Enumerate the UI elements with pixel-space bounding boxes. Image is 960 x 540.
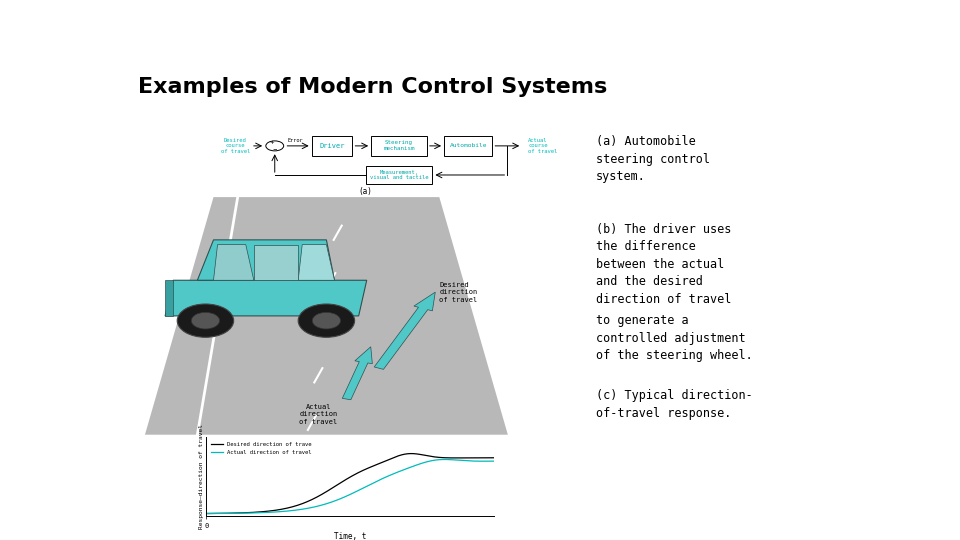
Text: Actual
course
of travel: Actual course of travel — [528, 138, 558, 154]
Actual direction of travel — [382, 473, 394, 480]
Actual direction of travel — [489, 458, 500, 464]
Actual direction of travel — [295, 507, 306, 513]
Text: (a): (a) — [359, 187, 372, 196]
Text: Desired
course
of travel: Desired course of travel — [221, 138, 250, 154]
Text: (c): (c) — [385, 463, 398, 472]
Desired direction of trave — [315, 492, 326, 498]
Line: Desired direction of trave: Desired direction of trave — [206, 454, 494, 514]
Actual direction of travel — [315, 502, 326, 509]
Line: Actual direction of travel: Actual direction of travel — [206, 460, 494, 514]
Legend: Desired direction of trave, Actual direction of travel: Desired direction of trave, Actual direc… — [209, 440, 314, 457]
Bar — [372, 136, 427, 156]
Circle shape — [178, 304, 233, 338]
Actual direction of travel — [410, 462, 421, 469]
Bar — [366, 166, 432, 184]
Polygon shape — [253, 245, 299, 280]
Circle shape — [191, 312, 220, 329]
Circle shape — [266, 141, 283, 151]
Desired direction of trave — [295, 501, 306, 508]
Polygon shape — [299, 245, 334, 280]
Bar — [312, 136, 352, 156]
Text: Measurement,
visual and tactile: Measurement, visual and tactile — [370, 170, 428, 180]
Circle shape — [299, 304, 354, 338]
Actual direction of travel — [409, 463, 420, 469]
Desired direction of trave — [235, 510, 247, 516]
Polygon shape — [165, 280, 173, 316]
Polygon shape — [165, 280, 367, 316]
Text: −: − — [273, 146, 277, 151]
Text: Examples of Modern Control Systems: Examples of Modern Control Systems — [138, 77, 608, 97]
Polygon shape — [198, 240, 334, 280]
X-axis label: Time, t: Time, t — [334, 532, 367, 540]
Actual direction of travel — [439, 456, 450, 463]
Text: Desired
direction
of travel: Desired direction of travel — [440, 282, 477, 302]
Polygon shape — [145, 197, 508, 435]
Y-axis label: Response—direction of travel: Response—direction of travel — [199, 424, 204, 529]
Polygon shape — [213, 245, 253, 280]
Text: (c) Typical direction-
of-travel response.: (c) Typical direction- of-travel respons… — [596, 389, 753, 420]
Text: to generate a
controlled adjustment
of the steering wheel.: to generate a controlled adjustment of t… — [596, 314, 753, 362]
Desired direction of trave — [409, 450, 420, 457]
Text: Steering
mechanism: Steering mechanism — [383, 140, 415, 151]
Text: Actual
direction
of travel: Actual direction of travel — [300, 404, 338, 425]
Text: +: + — [270, 140, 275, 145]
Text: (b) The driver uses
the difference
between the actual
and the desired
direction : (b) The driver uses the difference betwe… — [596, 223, 732, 306]
Text: Driver: Driver — [320, 143, 345, 149]
Actual direction of travel — [201, 510, 212, 517]
Desired direction of trave — [489, 455, 500, 461]
FancyArrow shape — [374, 292, 435, 369]
Bar — [444, 136, 492, 156]
Circle shape — [312, 312, 341, 329]
FancyArrow shape — [343, 347, 372, 400]
Actual direction of travel — [235, 510, 247, 516]
Text: (a) Automobile
steering control
system.: (a) Automobile steering control system. — [596, 136, 710, 184]
Desired direction of trave — [201, 510, 212, 517]
Text: (b): (b) — [370, 399, 384, 408]
Text: Automobile: Automobile — [449, 144, 487, 149]
Text: Error: Error — [287, 138, 303, 144]
Desired direction of trave — [406, 450, 418, 457]
Desired direction of trave — [382, 457, 394, 463]
Desired direction of trave — [411, 451, 422, 457]
